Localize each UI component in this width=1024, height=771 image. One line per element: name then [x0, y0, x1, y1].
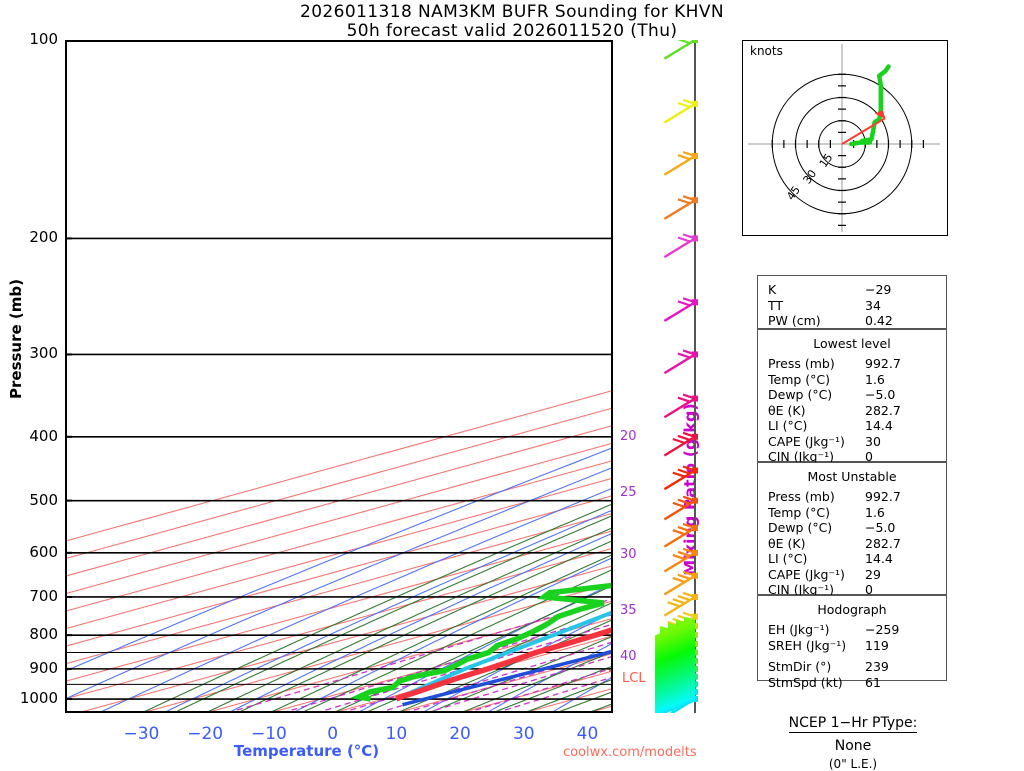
pressure-tick-100: 100 [29, 30, 58, 48]
stat-key: CIN (Jkg⁻¹) [768, 449, 834, 464]
stat-value: 282.7 [865, 535, 901, 551]
stat-key: Press (mb) [768, 356, 835, 371]
pressure-tick-300: 300 [29, 344, 58, 363]
skewt-frame [65, 40, 613, 713]
skewt-chart [65, 40, 613, 713]
stat-value: 282.7 [865, 402, 901, 418]
page-subtitle: 50h forecast valid 2026011520 (Thu) [346, 21, 678, 41]
panel-header: Lowest level [813, 336, 891, 351]
ptype-panel: NCEP 1−Hr PType: None (0" L.E.) [748, 712, 958, 771]
stat-value: 29 [865, 566, 881, 582]
pressure-tick-800: 800 [29, 625, 58, 644]
stat-value: 0 [865, 582, 873, 597]
stat-key: Temp (°C) [768, 371, 831, 387]
temp-tick-40: 40 [576, 724, 599, 744]
temperature-axis-title: Temperature (°C) [233, 742, 380, 760]
stat-key: EH (Jkg⁻¹) [768, 622, 830, 637]
stat-key: K [768, 282, 777, 297]
mixing-ratio-right-label-35: 35 [620, 603, 637, 618]
lowest-level-panel: Lowest level Press (mb) 992.7 Temp (°C) 1.6 D… [757, 329, 947, 464]
temp-tick--10: −10 [250, 724, 287, 744]
ptype-title: NCEP 1−Hr PType: [788, 715, 918, 733]
stat-value: 992.7 [865, 489, 901, 504]
stat-key: Dewp (°C) [768, 520, 833, 535]
ptype-value: None [834, 738, 872, 754]
stat-value: 14.4 [865, 418, 893, 433]
pressure-tick-1000: 1000 [19, 689, 58, 708]
hodograph-stats-panel: Hodograph EH (Jkg⁻¹) −259 SREH (Jkg⁻¹) 119 St… [757, 595, 947, 690]
mixing-ratio-right-label-30: 30 [620, 547, 637, 562]
stat-key: CIN (Jkg⁻¹) [768, 582, 834, 597]
panel-header: Most Unstable [807, 469, 897, 484]
pressure-tick-500: 500 [29, 490, 58, 509]
pressure-tick-200: 200 [29, 228, 58, 247]
pressure-tick-600: 600 [29, 542, 58, 561]
wind-barb-column [654, 40, 698, 713]
stat-value: 119 [865, 637, 889, 653]
temp-tick-0: 0 [327, 724, 339, 744]
hodograph-units-label: knots [750, 44, 783, 58]
pressure-tick-900: 900 [29, 658, 58, 677]
stat-value: −5.0 [865, 520, 896, 535]
stat-key: StmDir (°) [768, 659, 832, 674]
stat-key: CAPE (Jkg⁻¹) [768, 433, 845, 449]
stat-key: θE (K) [768, 402, 806, 418]
stat-key: TT [768, 297, 784, 313]
pressure-tick-400: 400 [29, 426, 58, 445]
pressure-tick-700: 700 [29, 586, 58, 605]
stat-value: 992.7 [865, 356, 901, 371]
stat-value: 1.6 [865, 504, 885, 520]
mixing-ratio-right-label-40: 40 [620, 649, 637, 664]
stat-key: SREH (Jkg⁻¹) [768, 637, 847, 653]
stat-value: 14.4 [865, 551, 893, 566]
hodograph-frame [742, 40, 948, 236]
pressure-axis-title: Pressure (mb) [7, 279, 25, 399]
stat-value: −259 [865, 622, 900, 637]
temp-tick-20: 20 [449, 724, 471, 744]
stat-value: 61 [865, 674, 881, 690]
stat-key: Dewp (°C) [768, 387, 833, 402]
stat-key: CAPE (Jkg⁻¹) [768, 566, 845, 582]
stat-value: −5.0 [865, 387, 896, 402]
most-unstable-panel: Most Unstable Press (mb) 992.7 Temp (°C) 1.6… [757, 462, 947, 597]
panel-header: Hodograph [817, 602, 887, 617]
indices-panel: K −29 TT 34 PW (cm) 0.42 [757, 275, 947, 329]
mixing-ratio-right-label-20: 20 [620, 429, 637, 444]
watermark: coolwx.com/modelts [563, 745, 697, 760]
stat-key: LI (°C) [768, 418, 808, 433]
stat-key: θE (K) [768, 535, 806, 551]
temp-tick--20: −20 [187, 724, 224, 744]
stat-value: 30 [865, 433, 881, 449]
lcl-label: LCL [622, 671, 646, 686]
stat-value: −29 [865, 282, 892, 297]
stat-key: PW (cm) [768, 313, 821, 328]
page-title: 2026011318 NAM3KM BUFR Sounding for KHVN [300, 2, 724, 22]
stat-key: LI (°C) [768, 551, 808, 566]
stat-key: Press (mb) [768, 489, 835, 504]
temp-tick-10: 10 [385, 724, 408, 744]
ptype-liquid-equivalent: (0" L.E.) [828, 757, 878, 771]
stat-value: 0.42 [865, 313, 893, 328]
stat-key: StmSpd (kt) [768, 674, 843, 690]
temp-tick--30: −30 [123, 724, 160, 744]
stat-value: 0 [865, 449, 873, 464]
stat-value: 34 [865, 297, 881, 313]
stat-key: Temp (°C) [768, 504, 831, 520]
temp-tick-30: 30 [512, 724, 535, 744]
mixing-ratio-right-label-25: 25 [620, 485, 637, 500]
stat-value: 1.6 [865, 371, 885, 387]
stat-value: 239 [865, 659, 889, 674]
